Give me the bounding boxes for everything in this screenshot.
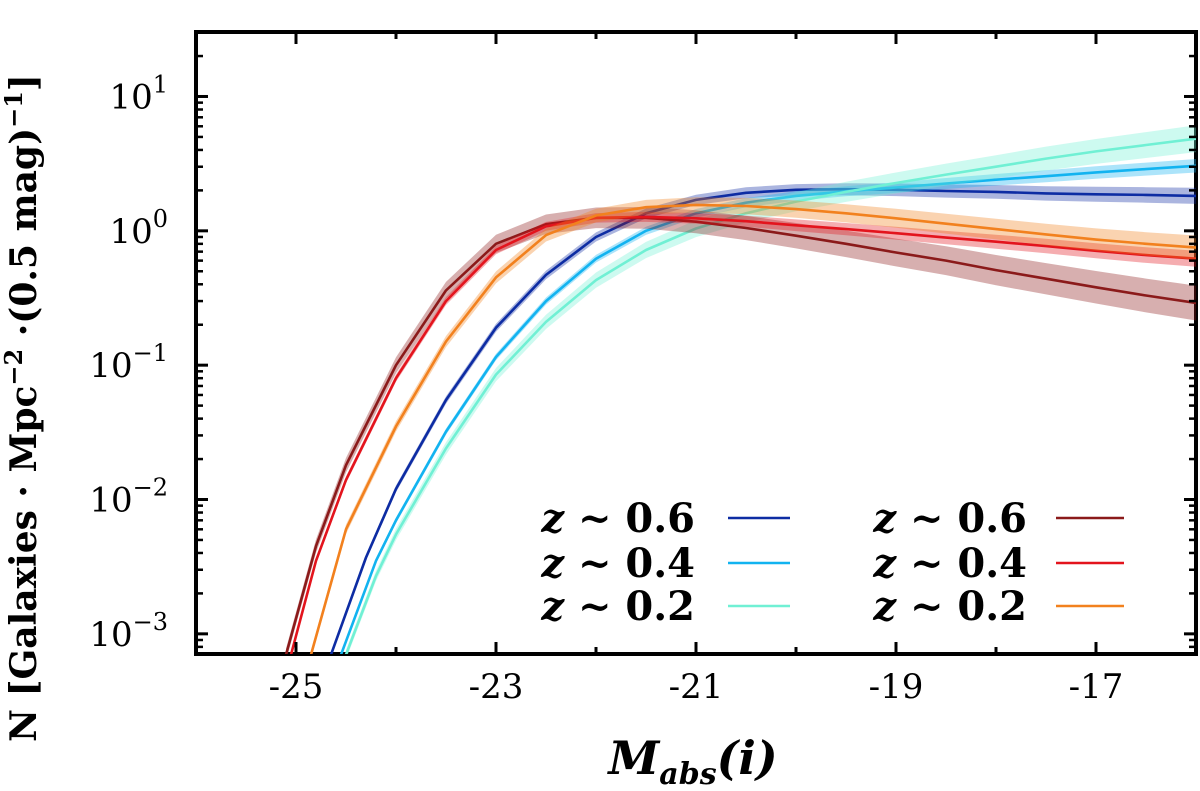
y-axis-title-main: N [Galaxies · Mpc — [3, 386, 45, 742]
y-axis-title-mid: ·(0.5 mag) — [3, 128, 45, 349]
y-tick-label: 100 — [109, 205, 168, 252]
series-band — [291, 211, 1196, 654]
x-tick-label: -17 — [1069, 667, 1124, 707]
x-tick-label: -21 — [669, 667, 724, 707]
legend-label: z ~ 0.6 — [540, 495, 695, 542]
x-axis-title-sub: abs — [659, 757, 716, 791]
x-tick-label: -19 — [869, 667, 924, 707]
tick-layer: -25 -23 -21 -19 -17 101 100 10−1 10−2 10−3 — [89, 31, 1198, 707]
legend-label: z ~ 0.6 — [872, 495, 1027, 542]
legend-label: z ~ 0.2 — [540, 583, 695, 630]
series-line — [284, 216, 1196, 654]
y-tick-label: 10−2 — [89, 474, 168, 521]
x-axis-title-main: M — [606, 731, 661, 785]
legend: z ~ 0.6z ~ 0.4z ~ 0.2z ~ 0.6z ~ 0.4z ~ 0… — [540, 495, 1124, 630]
series-layer — [284, 125, 1196, 654]
y-axis-title-exp2: −1 — [0, 91, 28, 128]
series-line — [309, 203, 1196, 654]
y-tick-label: 101 — [109, 70, 168, 117]
series-line — [339, 164, 1196, 654]
y-tick-label: 10−1 — [89, 339, 168, 386]
y-axis-title-exp1: −2 — [0, 349, 28, 386]
x-tick-label: -25 — [269, 667, 324, 707]
plot-frame — [194, 30, 1198, 656]
series-band — [286, 206, 1196, 654]
series-band — [311, 197, 1196, 654]
x-tick-label: -23 — [469, 667, 524, 707]
series-line — [329, 187, 1196, 654]
legend-label: z ~ 0.4 — [540, 540, 695, 587]
y-tick-label: 10−3 — [89, 608, 168, 655]
y-axis-title-end: ] — [3, 74, 45, 91]
y-axis-title: N [Galaxies · Mpc−2 ·(0.5 mag)−1] — [0, 74, 45, 742]
series-line — [289, 215, 1196, 654]
legend-label: z ~ 0.4 — [872, 540, 1027, 587]
series-line — [344, 137, 1196, 654]
x-axis-title: Mabs(i) — [606, 731, 777, 791]
legend-label: z ~ 0.2 — [872, 583, 1027, 630]
x-axis-title-arg: (i) — [717, 731, 778, 785]
